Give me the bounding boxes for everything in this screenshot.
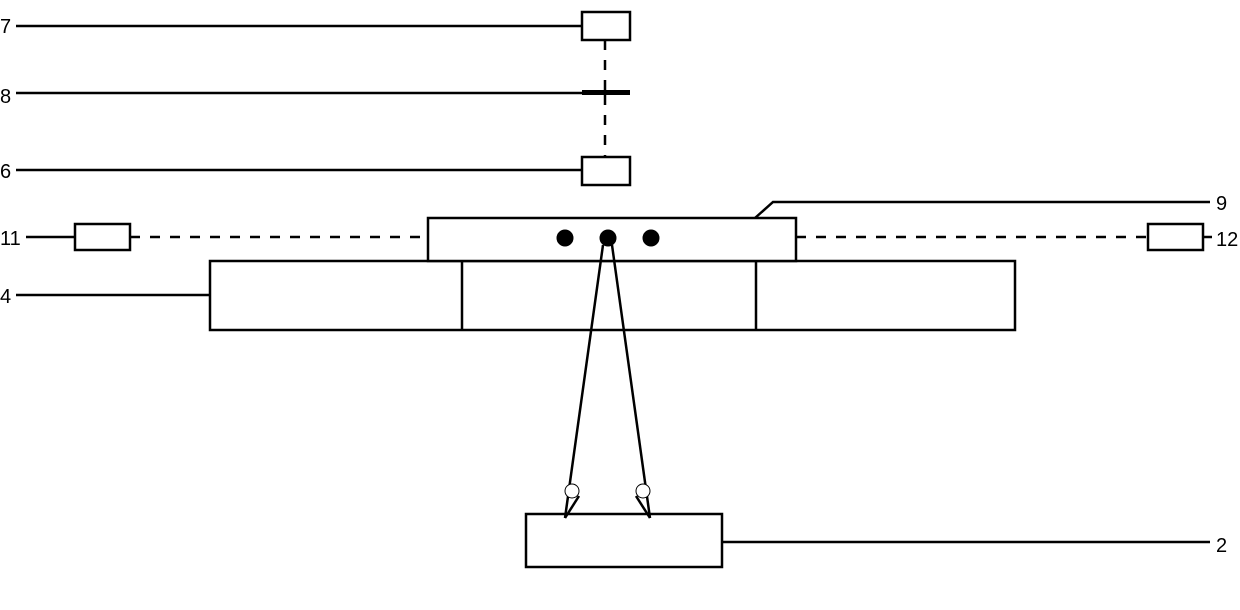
svg-text:4: 4 bbox=[0, 286, 11, 308]
svg-text:6: 6 bbox=[0, 161, 11, 183]
svg-text:9: 9 bbox=[1216, 193, 1227, 215]
svg-text:12: 12 bbox=[1216, 229, 1238, 251]
svg-text:2: 2 bbox=[1216, 535, 1227, 557]
schematic-diagram: 7 8 6 11 4 9 12 2 bbox=[0, 0, 1240, 610]
svg-text:11: 11 bbox=[0, 228, 21, 250]
svg-text:8: 8 bbox=[0, 86, 11, 108]
svg-text:7: 7 bbox=[0, 16, 11, 38]
